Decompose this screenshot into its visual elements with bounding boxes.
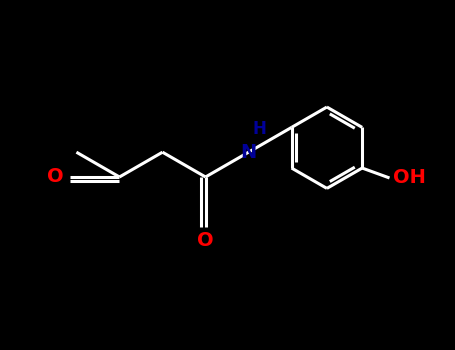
Text: H: H — [253, 120, 267, 138]
Text: N: N — [240, 143, 257, 162]
Text: OH: OH — [394, 168, 426, 188]
Text: O: O — [47, 168, 64, 187]
Text: O: O — [197, 231, 214, 250]
